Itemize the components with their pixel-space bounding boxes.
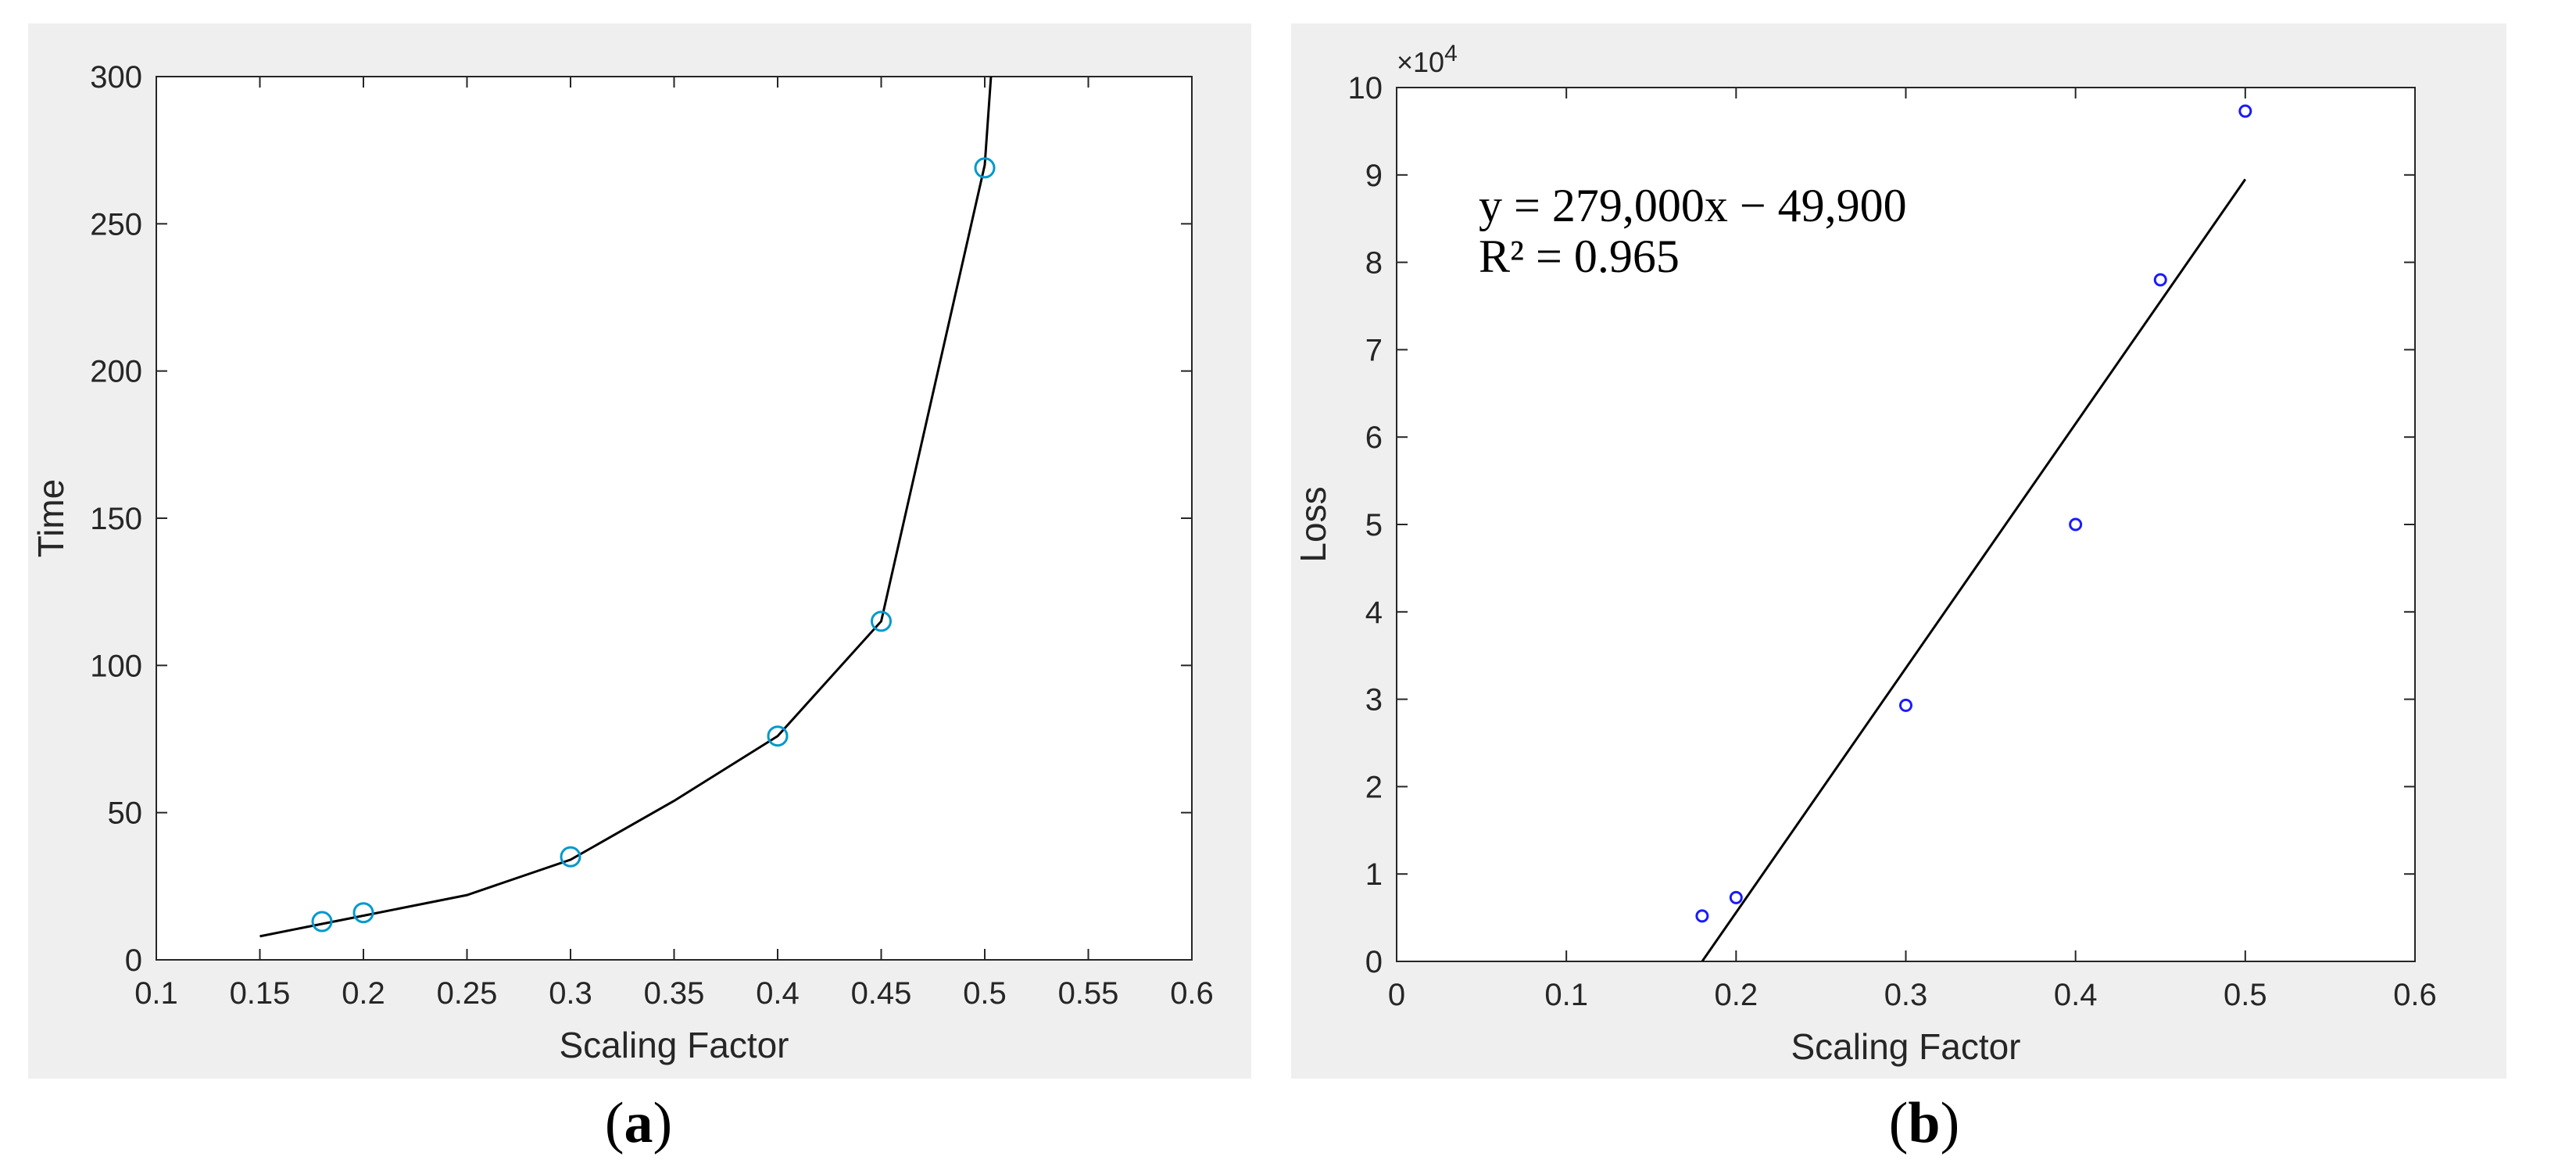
x-tick-label-a-2: 0.2 xyxy=(342,976,385,1011)
series-line-a xyxy=(259,77,993,938)
data-point-b-3 xyxy=(2069,517,2083,532)
x-tick-label-a-0: 0.1 xyxy=(134,976,178,1011)
x-tick-label-b-1: 0.1 xyxy=(1544,978,1588,1012)
y-tick-label-b-5: 5 xyxy=(1365,508,1383,542)
equation-annotation: y = 279,000x − 49,900 xyxy=(1479,180,1907,231)
data-point-b-4 xyxy=(2153,273,2167,287)
y-tick-label-b-10: 10 xyxy=(1348,71,1383,106)
r-squared-annotation: R² = 0.965 xyxy=(1479,231,1680,282)
x-tick-label-a-5: 0.35 xyxy=(644,976,705,1011)
x-tick-label-b-5: 0.5 xyxy=(2224,978,2267,1012)
x-tick-label-a-9: 0.55 xyxy=(1058,976,1119,1011)
data-point-b-5 xyxy=(2238,104,2252,118)
x-tick-label-a-4: 0.3 xyxy=(549,976,592,1011)
chart-panel-a: 0.1 0.15 0.2 0.25 0.3 0.35 0.4 0.45 0.5 0.55 0.6 0 5… xyxy=(28,23,1251,1079)
y-tick-label-b-2: 2 xyxy=(1365,770,1383,804)
x-tick-label-b-3: 0.3 xyxy=(1884,978,1928,1012)
x-tick-label-b-0: 0 xyxy=(1388,978,1405,1012)
y-tick-label-b-0: 0 xyxy=(1365,945,1383,979)
y-exponent-base: ×10 xyxy=(1397,46,1444,78)
caption-b: (b) xyxy=(1888,1091,1960,1155)
x-tick-label-a-1: 0.15 xyxy=(230,976,291,1011)
data-point-b-2 xyxy=(1899,698,1912,712)
y-tick-label-b-3: 3 xyxy=(1365,683,1383,718)
plot-area-b xyxy=(1396,87,2416,962)
y-tick-label-b-7: 7 xyxy=(1365,333,1383,367)
x-tick-label-a-3: 0.25 xyxy=(437,976,498,1011)
data-point-b-1 xyxy=(1729,890,1743,904)
data-point-a-1 xyxy=(352,902,374,924)
y-tick-label-b-4: 4 xyxy=(1365,596,1383,630)
x-tick-label-a-10: 0.6 xyxy=(1170,976,1214,1011)
fit-line-b xyxy=(1701,178,2247,961)
x-tick-label-a-6: 0.4 xyxy=(756,976,800,1011)
y-tick-label-a-2: 100 xyxy=(90,649,142,683)
y-tick-label-a-0: 0 xyxy=(125,943,142,978)
y-tick-label-a-6: 300 xyxy=(90,60,142,95)
plot-area-a xyxy=(156,76,1193,961)
y-tick-label-a-5: 250 xyxy=(90,207,142,242)
chart-b-svg: 0 0.1 0.2 0.3 0.4 0.5 0.6 0 1 2 3 4 5 6 7 8 9 10 Scaling F… xyxy=(1293,41,2437,1067)
y-tick-label-a-4: 200 xyxy=(90,355,142,389)
x-tick-label-a-7: 0.45 xyxy=(851,976,912,1011)
y-axis-label-b: Loss xyxy=(1293,486,1333,562)
x-tick-label-b-2: 0.2 xyxy=(1715,978,1758,1012)
data-point-a-3 xyxy=(767,725,789,747)
x-tick-label-b-4: 0.4 xyxy=(2054,978,2098,1012)
caption-a-label: a xyxy=(624,1091,653,1155)
y-tick-label-b-1: 1 xyxy=(1365,857,1383,892)
y-exponent-label-b: ×104 xyxy=(1397,41,1458,78)
caption-a: (a) xyxy=(604,1091,673,1155)
x-tick-label-b-6: 0.6 xyxy=(2393,978,2437,1012)
chart-panel-b: 0 0.1 0.2 0.3 0.4 0.5 0.6 0 1 2 3 4 5 6 7 8 9 10 Scaling F… xyxy=(1291,23,2506,1079)
x-axis-label-b: Scaling Factor xyxy=(1791,1026,2020,1067)
y-tick-label-b-6: 6 xyxy=(1365,421,1383,455)
y-tick-label-b-8: 8 xyxy=(1365,246,1383,281)
y-tick-label-b-9: 9 xyxy=(1365,159,1383,193)
data-point-a-4 xyxy=(871,610,892,632)
y-tick-label-a-1: 50 xyxy=(108,796,143,831)
data-point-a-0 xyxy=(311,911,333,932)
y-axis-label-a: Time xyxy=(30,479,71,558)
data-point-a-5 xyxy=(974,157,996,179)
x-tick-label-a-8: 0.5 xyxy=(963,976,1007,1011)
y-exponent-power: 4 xyxy=(1444,41,1458,66)
chart-a-svg: 0.1 0.15 0.2 0.25 0.3 0.35 0.4 0.45 0.5 0.55 0.6 0 5… xyxy=(30,60,1214,1065)
caption-b-label: b xyxy=(1908,1091,1941,1155)
data-point-a-2 xyxy=(560,846,581,868)
data-point-b-0 xyxy=(1695,909,1709,923)
x-axis-label-a: Scaling Factor xyxy=(559,1025,789,1065)
y-tick-label-a-3: 150 xyxy=(90,502,142,536)
